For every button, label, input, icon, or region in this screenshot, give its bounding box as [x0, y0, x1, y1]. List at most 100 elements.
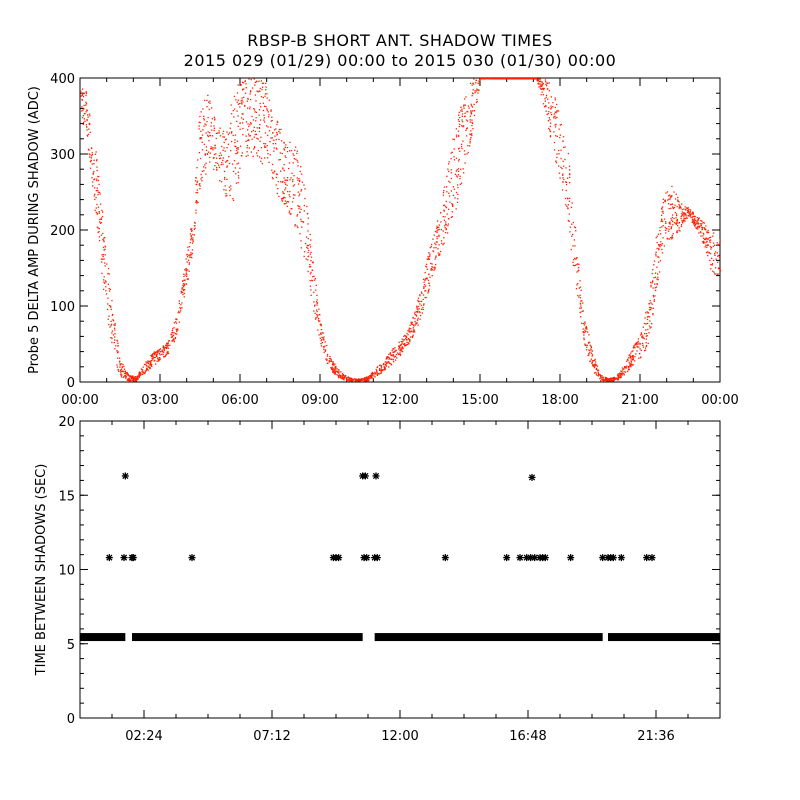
data-dot: [621, 367, 624, 369]
data-dot: [312, 261, 314, 263]
y-tick-label: 300: [50, 148, 75, 163]
data-dot: [127, 379, 130, 381]
data-dot: [698, 226, 700, 229]
data-dot: [166, 342, 168, 344]
data-dot: [448, 192, 450, 194]
data-dot: [681, 221, 684, 223]
data-dot: [453, 156, 455, 158]
data-dot: [173, 338, 175, 340]
data-dot: [102, 238, 104, 241]
data-dot: [662, 212, 664, 214]
asterisk-stroke: [542, 554, 549, 561]
data-dot: [323, 351, 325, 354]
data-dot: [85, 92, 88, 94]
data-dot: [99, 222, 102, 224]
data-dot: [683, 220, 685, 222]
data-dot: [548, 90, 550, 92]
data-dot: [310, 256, 313, 258]
data-dot: [475, 101, 478, 104]
data-dot: [461, 110, 463, 112]
data-dot: [204, 123, 206, 125]
data-dot: [107, 303, 109, 305]
data-dot: [309, 280, 311, 282]
data-dot: [163, 348, 165, 350]
data-dot: [426, 278, 428, 280]
data-dot: [278, 130, 280, 133]
data-dot: [548, 110, 550, 113]
data-dot: [187, 249, 189, 251]
data-dot: [413, 329, 415, 331]
data-dot: [401, 338, 403, 340]
asterisk-stroke: [120, 554, 128, 561]
data-dot: [706, 237, 708, 240]
data-dot: [181, 288, 183, 290]
data-dot: [412, 327, 414, 329]
data-dot: [478, 81, 480, 83]
data-dot: [674, 212, 676, 214]
data-dot: [366, 377, 368, 379]
data-dot: [241, 81, 244, 83]
data-dot: [364, 378, 366, 380]
data-dot: [406, 336, 408, 338]
data-dot: [250, 90, 252, 92]
data-dot: [589, 360, 591, 362]
data-dot: [461, 121, 464, 123]
data-dot: [387, 356, 389, 358]
data-dot: [564, 197, 567, 200]
data-dot: [463, 150, 466, 152]
data-dot: [447, 168, 449, 170]
data-dot: [714, 253, 716, 255]
data-dot: [705, 241, 708, 243]
data-dot: [97, 206, 99, 208]
data-dot: [702, 241, 705, 243]
data-dot: [672, 206, 674, 208]
asterisk-stroke: [374, 554, 381, 561]
data-dot: [425, 296, 427, 299]
asterisk-stroke: [503, 554, 510, 561]
data-dot: [457, 174, 459, 176]
data-dot: [348, 380, 350, 382]
data-dot: [704, 246, 706, 248]
data-dot: [88, 122, 91, 124]
data-dot: [515, 78, 517, 80]
data-dot: [155, 354, 157, 357]
data-dot: [374, 371, 376, 373]
data-dot: [678, 201, 680, 203]
data-dot: [239, 167, 241, 169]
data-dot: [276, 123, 278, 126]
data-dot: [276, 131, 278, 134]
x-tick-label: 00:00: [61, 393, 98, 408]
data-dot: [248, 147, 250, 149]
data-dot: [435, 263, 437, 266]
data-dot: [322, 337, 324, 339]
data-dot: [642, 344, 644, 346]
data-dot: [718, 256, 721, 258]
data-dot: [99, 203, 102, 205]
data-dot: [114, 324, 116, 326]
data-dot: [240, 102, 242, 104]
data-dot: [434, 242, 436, 244]
y-tick-label: 0: [67, 376, 75, 391]
data-dot: [693, 223, 695, 225]
data-dot: [125, 375, 127, 378]
data-dot: [277, 180, 279, 183]
data-dot: [270, 120, 272, 122]
data-dot: [584, 344, 586, 346]
data-dot: [83, 92, 85, 94]
data-dot: [263, 117, 265, 119]
data-dot: [703, 233, 705, 235]
data-dot: [648, 309, 651, 311]
data-dot: [715, 273, 717, 275]
data-dot: [655, 286, 658, 288]
asterisk-stroke: [643, 554, 650, 561]
data-dot: [462, 140, 464, 142]
data-dot: [246, 151, 248, 153]
data-dot: [448, 208, 450, 210]
data-dot: [180, 304, 182, 306]
data-dot: [593, 363, 595, 366]
data-dot: [258, 130, 261, 133]
data-dot: [650, 286, 652, 288]
data-dot: [409, 324, 411, 326]
data-dot: [399, 348, 401, 350]
data-dot: [632, 358, 634, 360]
